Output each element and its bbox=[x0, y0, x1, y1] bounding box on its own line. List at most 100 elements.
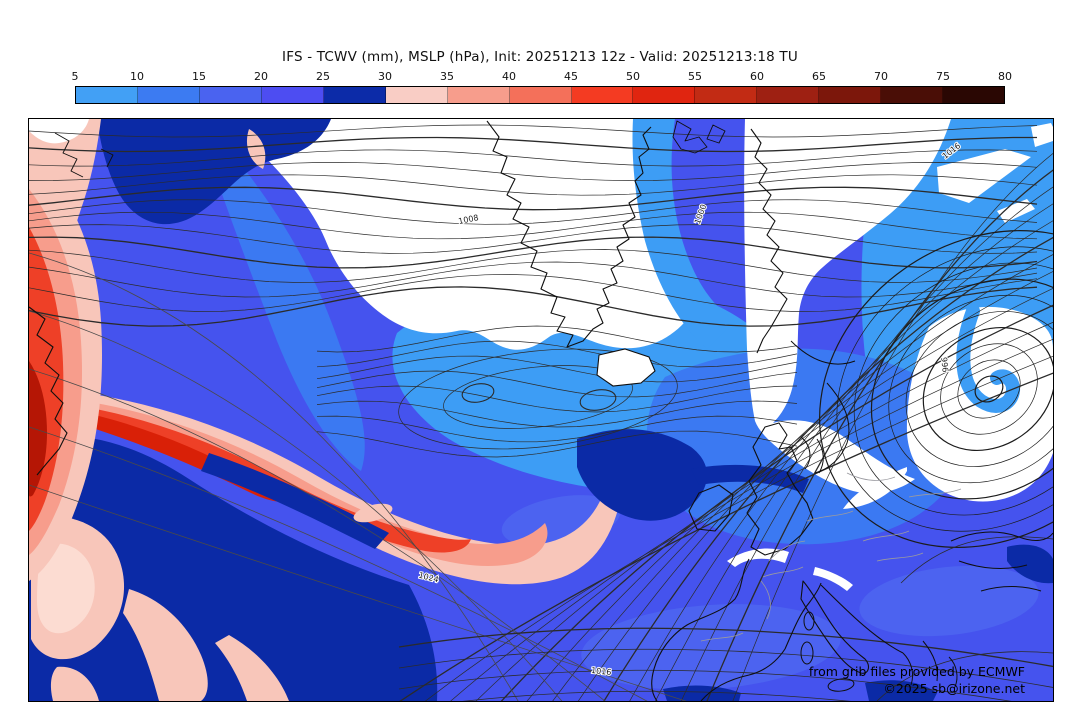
isobar-cyclone bbox=[870, 278, 1053, 500]
isobar-cyclone bbox=[888, 294, 1053, 484]
isobar-gradient bbox=[655, 203, 1053, 701]
colorbar-tick-60: 60 bbox=[750, 70, 764, 83]
tcwv-fill-dinaric bbox=[813, 567, 853, 591]
isobar-west bbox=[29, 310, 563, 701]
coast-denmark bbox=[800, 436, 824, 474]
border-inland-7 bbox=[700, 632, 744, 642]
colorbar-segment-60-65 bbox=[757, 87, 820, 103]
colorbar-segment-70-75 bbox=[881, 87, 944, 103]
tcwv-fill-dry-comma-tail bbox=[843, 467, 907, 509]
isobar-low-1 bbox=[461, 383, 495, 403]
isobar-cyclone bbox=[836, 246, 1053, 532]
isobar-high bbox=[29, 236, 1038, 269]
colorbar-segment-45-50 bbox=[571, 87, 634, 103]
isobar-south bbox=[462, 690, 852, 701]
border-inland-5 bbox=[862, 530, 910, 542]
coast-greenland bbox=[486, 120, 652, 348]
coast-greece bbox=[902, 640, 958, 688]
colorbar-tick-10: 10 bbox=[130, 70, 144, 83]
isobar-high bbox=[29, 249, 1038, 283]
colorbar-tick-35: 35 bbox=[440, 70, 454, 83]
tcwv-fill-coastband-core bbox=[29, 361, 47, 497]
colorbar-segment-30-35 bbox=[385, 87, 448, 103]
tcwv-fill-navy-ireland bbox=[577, 429, 707, 521]
isobar-south bbox=[398, 669, 1012, 701]
isobar-gradient bbox=[450, 338, 1053, 701]
isobar-se-2 bbox=[876, 651, 1053, 701]
tcwv-fill-white-sliver-3 bbox=[997, 199, 1035, 223]
isobar-high bbox=[29, 136, 1037, 153]
border-inland-3 bbox=[806, 510, 854, 522]
isobar-gradient bbox=[629, 220, 1053, 701]
border-inland-8 bbox=[876, 552, 924, 562]
tcwv-fill-pink-blob-3 bbox=[215, 635, 289, 701]
colorbar-tick-labels: 5 10 15 20 25 30 35 40 45 50 55 60 65 70 75 80 bbox=[71, 70, 1013, 84]
coast-riviera bbox=[784, 582, 822, 650]
isobar-gradient bbox=[475, 321, 1053, 701]
isobar-label-1016-0: 1016 bbox=[591, 666, 612, 677]
isobar-gradient bbox=[577, 254, 1053, 701]
tcwv-fill-pink-blob-2 bbox=[123, 589, 208, 701]
border-inland-6 bbox=[908, 488, 962, 498]
coast-adriatic bbox=[820, 584, 904, 654]
colorbar-tick-75: 75 bbox=[936, 70, 950, 83]
isobar-gradient bbox=[680, 186, 1053, 701]
isobar-cyclone bbox=[922, 326, 1053, 452]
tcwv-fill-pink-blob-4 bbox=[50, 666, 99, 701]
attribution: from grib files provided by ECMWF ©2025 … bbox=[809, 664, 1025, 697]
tcwv-mslp-plot: 1016 1024 1016 996 1008 1000 bbox=[29, 119, 1053, 701]
border-inland-9 bbox=[760, 580, 771, 620]
colorbar-tick-5: 5 bbox=[71, 70, 79, 83]
isobar-trough-2 bbox=[398, 348, 678, 450]
coast-labrador bbox=[54, 132, 114, 178]
isobar-cyclone bbox=[905, 311, 1053, 467]
isobar-cyclone bbox=[819, 230, 1053, 548]
coast-sardinia bbox=[800, 641, 814, 665]
isobar-high bbox=[29, 286, 1038, 327]
colorbar-segment-10-15 bbox=[137, 87, 200, 103]
isobar-gradient bbox=[732, 153, 1053, 701]
colorbar-segment-35-40 bbox=[447, 87, 510, 103]
tcwv-fill-white-corner bbox=[29, 119, 89, 144]
tcwv-fill-navy-streak-m bbox=[201, 453, 389, 549]
tcwv-fill-white-sliver-2 bbox=[1031, 123, 1053, 147]
isobar-cyclone bbox=[957, 359, 1021, 419]
coast-north-america bbox=[29, 306, 68, 476]
coast-ireland bbox=[688, 484, 734, 532]
colorbar-segment-55-60 bbox=[695, 87, 758, 103]
coast-corsica bbox=[803, 611, 815, 631]
isobar-high bbox=[29, 186, 1038, 211]
isobar-se-1 bbox=[900, 536, 1053, 584]
coast-iceland bbox=[596, 348, 656, 387]
colorbar-tick-80: 80 bbox=[998, 70, 1012, 83]
isobar-south bbox=[398, 627, 1053, 668]
colorbar-segment-50-55 bbox=[633, 87, 696, 103]
isobar-mid bbox=[316, 415, 798, 443]
tcwv-fill-pink-sliver bbox=[246, 129, 266, 169]
colorbar-segment-40-45 bbox=[509, 87, 572, 103]
isobar-mid bbox=[316, 430, 798, 458]
coastline-layer bbox=[29, 120, 1053, 701]
isobar-high bbox=[29, 224, 1038, 254]
coast-anatolia bbox=[980, 586, 1042, 592]
isobar-cyclone bbox=[974, 375, 1004, 403]
isobar-gradient bbox=[424, 355, 1053, 701]
isobar-gradient bbox=[552, 271, 1053, 701]
coast-baltic bbox=[790, 340, 856, 474]
tcwv-fill-layer bbox=[29, 119, 1053, 701]
page-title: IFS - TCWV (mm), MSLP (hPa), Init: 20251… bbox=[282, 49, 798, 65]
attribution-source: from grib files provided by ECMWF bbox=[808, 664, 1025, 679]
colorbar: 5 10 15 20 25 30 35 40 45 50 55 60 65 70 75 80 bbox=[71, 70, 1013, 106]
tcwv-fill-navy-blacksea bbox=[1007, 544, 1053, 584]
isobar-high bbox=[29, 274, 1038, 312]
border-inland-4 bbox=[846, 472, 896, 481]
isobar-cyclone bbox=[940, 343, 1038, 435]
coast-iberia-med bbox=[700, 648, 786, 701]
isobar-high bbox=[29, 174, 1038, 196]
tcwv-fill-pink-spot bbox=[353, 503, 393, 523]
colorbar-tick-50: 50 bbox=[626, 70, 640, 83]
isobar-high bbox=[29, 149, 1038, 167]
isobar-high bbox=[29, 124, 1038, 138]
colorbar-tick-55: 55 bbox=[688, 70, 702, 83]
isobar-west bbox=[29, 426, 648, 701]
